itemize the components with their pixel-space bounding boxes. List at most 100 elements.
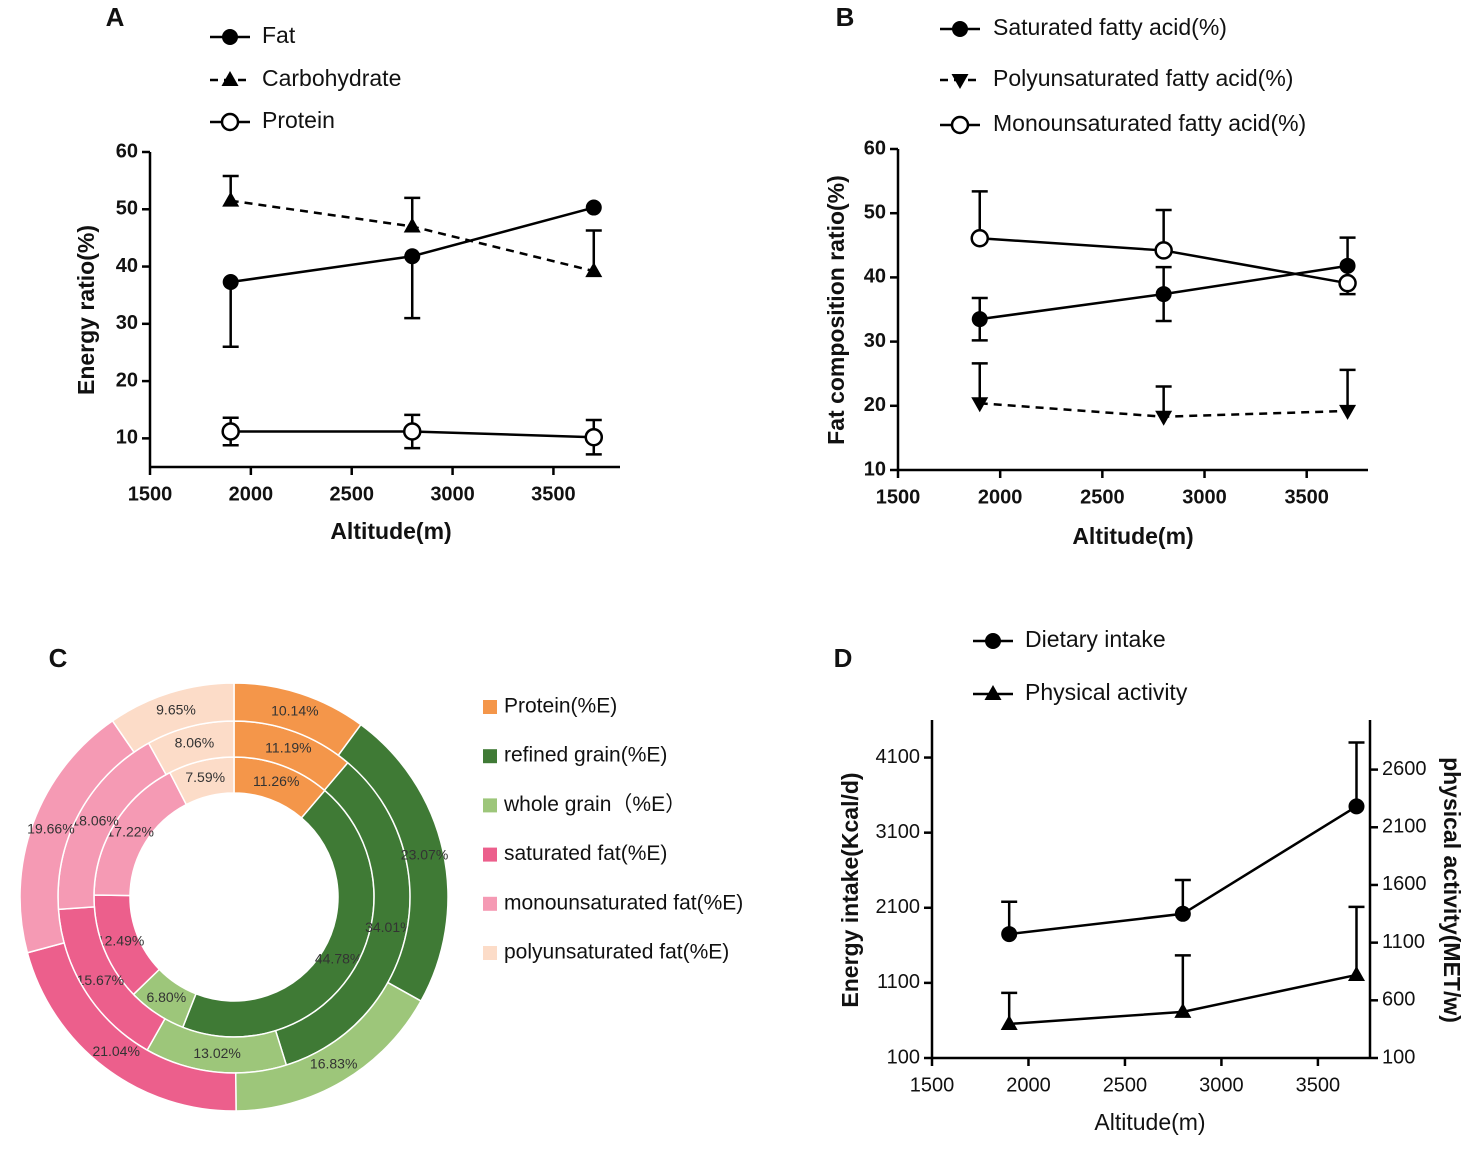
data-label: 11.19% bbox=[265, 739, 311, 755]
data-label: 10.14% bbox=[271, 702, 318, 718]
data-label: 15.67% bbox=[77, 972, 124, 988]
x-tick-label: 2500 bbox=[329, 483, 374, 505]
y2-axis-title: physical activity(MET/w) bbox=[1439, 757, 1465, 1023]
marker bbox=[585, 262, 603, 278]
panel-label: C bbox=[49, 643, 68, 673]
x-tick-label: 3500 bbox=[531, 483, 576, 505]
legend-label: Dietary intake bbox=[1025, 626, 1166, 652]
y-tick-label: 40 bbox=[116, 255, 138, 277]
error-bar bbox=[1339, 368, 1356, 411]
x-tick-label: 1500 bbox=[128, 483, 173, 505]
y-tick-label: 50 bbox=[864, 201, 886, 223]
panel-label: A bbox=[106, 2, 125, 32]
x-tick-label: 3500 bbox=[1296, 1074, 1341, 1096]
y-tick-label: 30 bbox=[864, 330, 886, 352]
x-tick-label: 3000 bbox=[430, 483, 475, 505]
y-tick-label: 1100 bbox=[877, 971, 920, 993]
marker bbox=[1000, 1014, 1018, 1030]
y-tick-label: 20 bbox=[116, 369, 138, 391]
legend-label: refined grain(%E) bbox=[504, 744, 667, 767]
y-tick-label: 100 bbox=[887, 1046, 920, 1068]
legend-label: Fat bbox=[262, 22, 296, 48]
x-tick-label: 1500 bbox=[876, 486, 921, 508]
marker bbox=[1001, 926, 1018, 943]
data-label: 12.49% bbox=[97, 933, 144, 949]
y-tick-label: 2100 bbox=[876, 896, 921, 918]
y-tick-label: 4100 bbox=[876, 746, 921, 768]
y2-tick-label: 1100 bbox=[1382, 931, 1425, 953]
error-bar bbox=[404, 256, 421, 320]
marker bbox=[1155, 286, 1172, 303]
marker bbox=[1174, 905, 1191, 922]
legend-label: Carbohydrate bbox=[262, 65, 401, 91]
data-label: 34.01% bbox=[365, 919, 412, 935]
data-label: 8.06% bbox=[175, 735, 215, 751]
legend-marker bbox=[952, 21, 968, 37]
data-label: 7.59% bbox=[185, 769, 225, 785]
x-tick-label: 3500 bbox=[1284, 486, 1329, 508]
legend-swatch bbox=[483, 749, 497, 764]
data-label: 19.66% bbox=[27, 821, 74, 837]
legend-label: Monounsaturated fatty acid(%) bbox=[993, 110, 1306, 136]
legend-marker bbox=[985, 633, 1001, 649]
marker bbox=[222, 191, 240, 207]
data-label: 18.06% bbox=[71, 812, 118, 828]
y-axis-title: Energy ratio(%) bbox=[73, 225, 99, 395]
y-axis-title: Energy intake(Kcal/d) bbox=[837, 772, 863, 1007]
legend-label: polyunsaturated fat(%E) bbox=[504, 941, 729, 964]
legend-swatch bbox=[483, 798, 497, 813]
legend-marker bbox=[950, 115, 970, 135]
y-tick-label: 20 bbox=[864, 394, 886, 416]
x-tick-label: 2500 bbox=[1080, 486, 1125, 508]
y-tick-label: 50 bbox=[116, 198, 138, 220]
marker bbox=[404, 248, 421, 265]
marker bbox=[1347, 965, 1365, 981]
marker bbox=[585, 199, 602, 216]
y2-tick-label: 2100 bbox=[1382, 816, 1427, 838]
marker bbox=[403, 217, 421, 233]
error-bar bbox=[222, 282, 239, 348]
data-label: 6.80% bbox=[146, 989, 186, 1005]
error-bar bbox=[1348, 905, 1365, 975]
y-tick-label: 3100 bbox=[876, 821, 921, 843]
y-axis-title: Fat composition ratio(%) bbox=[823, 175, 849, 445]
legend-label: Physical activity bbox=[1025, 679, 1188, 705]
marker bbox=[221, 422, 240, 441]
legend-swatch bbox=[483, 847, 497, 862]
y-tick-label: 30 bbox=[116, 312, 138, 334]
marker bbox=[402, 422, 422, 441]
x-axis-title: Altitude(m) bbox=[1072, 523, 1193, 549]
panel-label: B bbox=[836, 2, 855, 32]
data-label: 21.04% bbox=[92, 1043, 139, 1059]
legend-label: whole grain（%E） bbox=[503, 793, 686, 816]
legend-label: saturated fat(%E) bbox=[504, 842, 667, 865]
y-tick-label: 10 bbox=[116, 427, 138, 449]
data-label: 16.83% bbox=[310, 1055, 357, 1071]
data-label: 17.22% bbox=[107, 823, 154, 839]
x-axis-title: Altitude(m) bbox=[1094, 1109, 1205, 1135]
x-tick-label: 2000 bbox=[1006, 1074, 1051, 1096]
y-tick-label: 60 bbox=[864, 137, 886, 159]
data-label: 13.02% bbox=[193, 1045, 240, 1061]
x-tick-label: 1500 bbox=[910, 1074, 955, 1096]
legend-swatch bbox=[483, 946, 497, 960]
legend-label: Protein bbox=[262, 107, 335, 133]
donut-segment bbox=[111, 682, 235, 754]
marker bbox=[971, 397, 989, 413]
error-bar bbox=[971, 362, 988, 404]
marker bbox=[971, 311, 988, 328]
legend-label: monounsaturated fat(%E) bbox=[504, 891, 743, 914]
y2-tick-label: 100 bbox=[1382, 1046, 1415, 1068]
y-tick-label: 60 bbox=[116, 140, 138, 162]
y2-tick-label: 1600 bbox=[1382, 873, 1427, 895]
marker bbox=[1154, 241, 1173, 260]
x-tick-label: 2000 bbox=[229, 483, 274, 505]
legend-swatch bbox=[483, 896, 497, 911]
y2-tick-label: 600 bbox=[1382, 989, 1415, 1011]
marker bbox=[1339, 404, 1357, 420]
marker bbox=[1348, 798, 1365, 815]
x-tick-label: 2500 bbox=[1103, 1074, 1148, 1096]
marker bbox=[222, 274, 239, 291]
legend-label: Polyunsaturated fatty acid(%) bbox=[993, 65, 1293, 91]
